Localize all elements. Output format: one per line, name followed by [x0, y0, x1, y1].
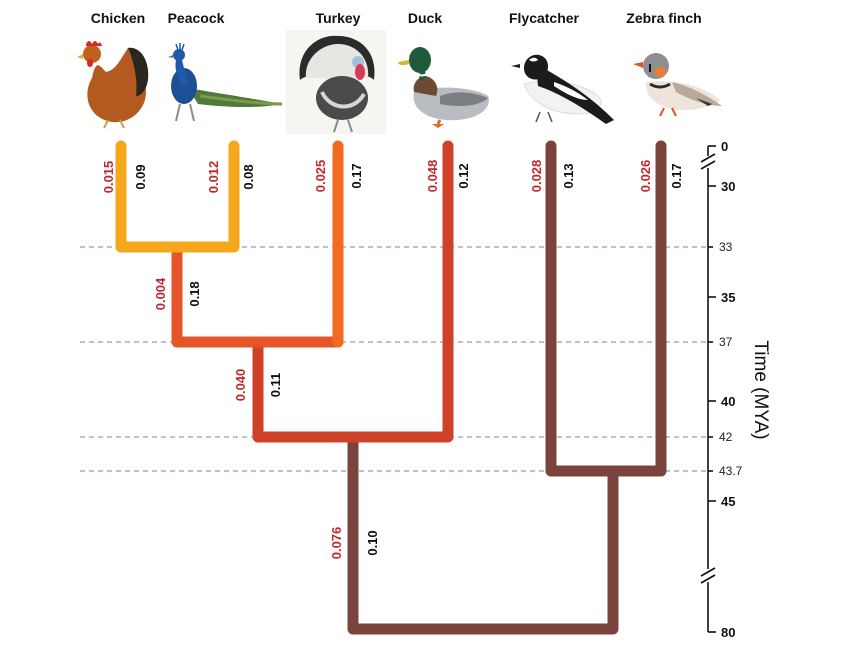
tick-label-30: 30: [721, 179, 735, 194]
branch-values: 0.015 0.09 0.012 0.08 0.025 0.17 0.048 0…: [101, 160, 684, 560]
divergence-peacock: 0.08: [241, 164, 256, 189]
rate-chicken: 0.015: [101, 161, 116, 194]
tick-label-37: 37: [719, 335, 733, 349]
tick-label-33: 33: [719, 240, 733, 254]
divergence-flycatcher: 0.13: [561, 163, 576, 188]
divergence-zebra-finch: 0.17: [669, 163, 684, 188]
tick-label-40: 40: [721, 394, 735, 409]
species-label-chicken: Chicken: [91, 10, 145, 26]
tick-label-0: 0: [721, 139, 728, 154]
tick-label-35: 35: [721, 290, 735, 305]
chicken-illustration: [77, 41, 149, 129]
branch-passerine-split: [545, 140, 667, 477]
flycatcher-illustration: [511, 54, 614, 124]
tick-label-80: 80: [721, 625, 735, 640]
species-label-peacock: Peacock: [168, 10, 225, 26]
zebra-finch-illustration: [633, 53, 722, 117]
divergence-galloanserae-stem: 0.10: [365, 530, 380, 555]
divergence-phasianid-stem: 0.11: [268, 373, 283, 398]
tick-label-42: 42: [719, 430, 733, 444]
peacock-illustration: [168, 43, 283, 122]
rate-flycatcher: 0.028: [529, 160, 544, 193]
duck-illustration: [398, 47, 489, 128]
branch-galloanserae-split: [252, 140, 454, 443]
rate-peacock: 0.012: [206, 161, 221, 194]
rate-turkey: 0.025: [313, 160, 328, 193]
branch-root: [347, 431, 619, 635]
rate-chicken-peacock-stem: 0.004: [153, 277, 168, 310]
tick-label-43-7: 43.7: [719, 464, 743, 478]
divergence-chicken-peacock-stem: 0.18: [187, 281, 202, 306]
rate-zebra-finch: 0.026: [638, 160, 653, 193]
rate-galloanserae-stem: 0.076: [329, 527, 344, 560]
divergence-duck: 0.12: [456, 163, 471, 188]
divergence-chicken: 0.09: [133, 164, 148, 189]
axis-break-top: [700, 153, 716, 170]
axis-title: Time (MYA): [750, 340, 771, 439]
rate-duck: 0.048: [425, 160, 440, 193]
tree-branches: [115, 140, 667, 635]
time-axis-labels: 0 30 33 35 37 40 42 43.7 45 80 Time (MYA…: [719, 139, 771, 640]
species-label-duck: Duck: [408, 10, 442, 26]
species-labels: Chicken Peacock Turkey Duck Flycatcher Z…: [91, 10, 702, 26]
turkey-illustration: [286, 30, 386, 134]
branch-phasianid-split: [171, 241, 344, 348]
time-axis: [700, 145, 716, 633]
branch-chicken-peacock: [115, 140, 240, 253]
species-label-zebra-finch: Zebra finch: [626, 10, 701, 26]
axis-break-bottom: [700, 567, 716, 584]
rate-phasianid-stem: 0.040: [233, 369, 248, 402]
tick-label-45: 45: [721, 494, 735, 509]
species-label-turkey: Turkey: [316, 10, 361, 26]
species-label-flycatcher: Flycatcher: [509, 10, 580, 26]
divergence-turkey: 0.17: [349, 163, 364, 188]
